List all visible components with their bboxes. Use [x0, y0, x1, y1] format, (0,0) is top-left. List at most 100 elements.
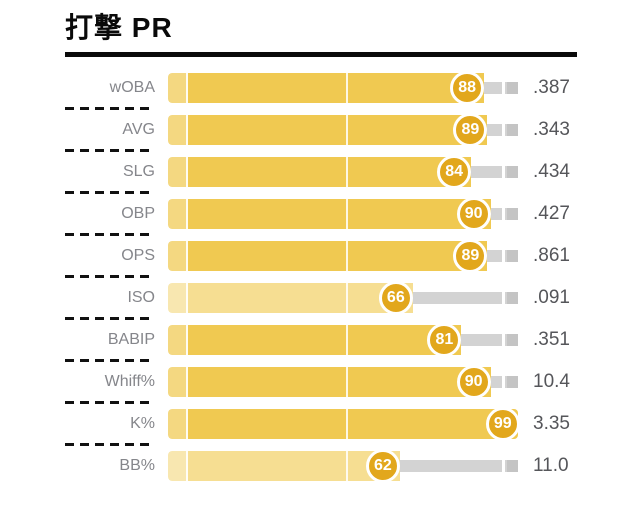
track-tick-50 [346, 324, 348, 355]
stat-label: Whiff% [104, 372, 155, 390]
stat-value: .091 [533, 286, 570, 308]
track-end-cap [507, 165, 518, 178]
stat-row: wOBA 88 .387 [65, 70, 577, 105]
row-separator [65, 359, 150, 363]
bar-zero-cap [168, 324, 188, 355]
page-title: 打撃 PR [65, 12, 173, 43]
percentile-badge: 99 [485, 406, 520, 441]
stat-row: SLG 84 .434 [65, 154, 577, 189]
stat-value: .351 [533, 328, 570, 350]
track-end-cap [507, 375, 518, 388]
row-separator [65, 107, 150, 111]
percentile-badge: 62 [365, 448, 400, 483]
stat-row: OPS 89 .861 [65, 238, 577, 273]
bar-zero-cap [168, 114, 188, 145]
track-tick-100 [502, 123, 505, 136]
stat-label: K% [130, 414, 155, 432]
stat-label: OPS [121, 246, 155, 264]
stat-row: BABIP 81 .351 [65, 322, 577, 357]
row-separator [65, 233, 150, 237]
percentile-badge: 89 [453, 112, 488, 147]
bar-fill [168, 450, 400, 481]
track-end-cap [507, 249, 518, 262]
row-separator [65, 443, 150, 447]
stat-label: ISO [127, 288, 155, 306]
row-separator [65, 275, 150, 279]
stat-row: ISO 66 .091 [65, 280, 577, 315]
row-separator [65, 317, 150, 321]
bar-track [168, 450, 518, 481]
stat-label: wOBA [109, 78, 155, 96]
percentile-badge: 81 [427, 322, 462, 357]
bar-zero-cap [168, 72, 188, 103]
bar-zero-cap [168, 282, 188, 313]
percentile-bar: 90 [168, 196, 518, 231]
track-end-cap [507, 291, 518, 304]
bar-track [168, 282, 518, 313]
percentile-bar: 62 [168, 448, 518, 483]
track-end-cap [507, 123, 518, 136]
track-tick-50 [346, 366, 348, 397]
stat-label: BABIP [107, 330, 155, 348]
track-end-cap [507, 459, 518, 472]
bar-track [168, 156, 518, 187]
stat-value: .343 [533, 118, 570, 140]
bar-fill [168, 408, 518, 439]
stat-label: OBP [121, 204, 155, 222]
percentile-bar: 84 [168, 154, 518, 189]
track-tick-50 [346, 198, 348, 229]
stat-rows: wOBA 88 .387 AVG 89 [65, 70, 577, 483]
stat-label: SLG [122, 162, 155, 180]
track-tick-100 [502, 291, 505, 304]
stat-row: Whiff% 90 10.4 [65, 364, 577, 399]
bar-fill [168, 114, 488, 145]
bar-track [168, 240, 518, 271]
stat-value: .387 [533, 76, 570, 98]
bar-zero-cap [168, 240, 188, 271]
bar-fill [168, 156, 472, 187]
percentile-badge: 90 [456, 196, 491, 231]
percentile-bar: 66 [168, 280, 518, 315]
bar-track [168, 72, 518, 103]
percentile-bar: 89 [168, 112, 518, 147]
bar-fill [168, 72, 485, 103]
stat-label: BB% [119, 456, 155, 474]
bar-fill [168, 198, 491, 229]
stat-value: 11.0 [533, 454, 569, 476]
stat-value: .861 [533, 244, 570, 266]
track-tick-100 [502, 81, 505, 94]
track-tick-50 [346, 114, 348, 145]
track-end-cap [507, 207, 518, 220]
bar-zero-cap [168, 366, 188, 397]
stat-row: K% 99 3.35 [65, 406, 577, 441]
percentile-chart: 打撃 PR wOBA 88 .387 AVG [65, 0, 577, 483]
bar-fill [168, 240, 488, 271]
track-tick-100 [502, 207, 505, 220]
title-rule [65, 51, 577, 57]
stat-label: AVG [122, 120, 155, 138]
bar-track [168, 114, 518, 145]
track-tick-50 [346, 72, 348, 103]
bar-track [168, 366, 518, 397]
percentile-badge: 66 [378, 280, 413, 315]
row-separator [65, 191, 150, 195]
percentile-badge: 89 [453, 238, 488, 273]
track-end-cap [507, 333, 518, 346]
percentile-bar: 81 [168, 322, 518, 357]
stat-row: BB% 62 11.0 [65, 448, 577, 483]
bar-track [168, 198, 518, 229]
track-tick-100 [502, 165, 505, 178]
track-tick-50 [346, 240, 348, 271]
stat-row: AVG 89 .343 [65, 112, 577, 147]
bar-track [168, 408, 518, 439]
row-separator [65, 149, 150, 153]
percentile-badge: 88 [450, 70, 485, 105]
bar-zero-cap [168, 198, 188, 229]
track-tick-100 [502, 459, 505, 472]
bar-zero-cap [168, 450, 188, 481]
track-tick-100 [502, 249, 505, 262]
track-tick-100 [502, 333, 505, 346]
bar-zero-cap [168, 156, 188, 187]
stat-value: 10.4 [533, 370, 570, 392]
track-tick-50 [346, 282, 348, 313]
